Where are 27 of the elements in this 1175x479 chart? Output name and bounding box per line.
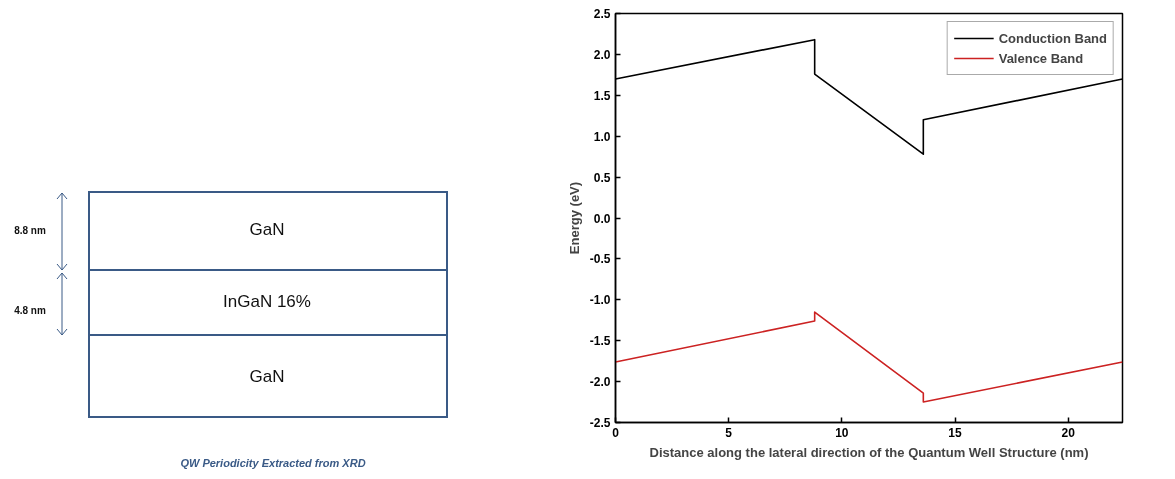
y-tick-label: 1.5: [593, 88, 611, 103]
x-tick-label: 20: [1061, 425, 1076, 440]
y-tick-label: 1.0: [593, 129, 611, 144]
text: GaN: [249, 367, 285, 387]
y-tick-label: -1.0: [589, 293, 611, 308]
legend-label: Conduction Band: [998, 30, 1107, 46]
y-tick-label: 0.0: [593, 211, 611, 226]
text: QW Periodicity Extracted from XRD: [180, 456, 366, 469]
x-axis-title: Distance along the lateral direction of the Quantum Well Structure (nm): [649, 444, 1089, 460]
y-tick-label: -1.5: [589, 334, 611, 349]
x-tick-label: 15: [948, 425, 963, 440]
x-tick-label: 0: [612, 425, 620, 440]
x-tick-label: 10: [835, 425, 849, 440]
y-tick-label: 2.5: [593, 7, 611, 21]
text: 8.8 nm: [14, 224, 46, 236]
legend-label: Valence Band: [998, 50, 1084, 66]
y-tick-label: -2.0: [589, 375, 611, 390]
x-tick-label: 5: [725, 425, 733, 440]
text: 4.8 nm: [14, 304, 46, 316]
line-series: [615, 311, 1123, 403]
y-tick-label: -2.5: [589, 416, 611, 430]
y-tick-label: 2.0: [593, 47, 611, 62]
y-tick-label: 0.5: [593, 170, 611, 185]
text: InGaN 16%: [223, 292, 311, 312]
y-axis-title: Energy (eV): [566, 181, 582, 255]
y-tick-label: -0.5: [589, 252, 611, 267]
text: GaN: [249, 220, 285, 240]
